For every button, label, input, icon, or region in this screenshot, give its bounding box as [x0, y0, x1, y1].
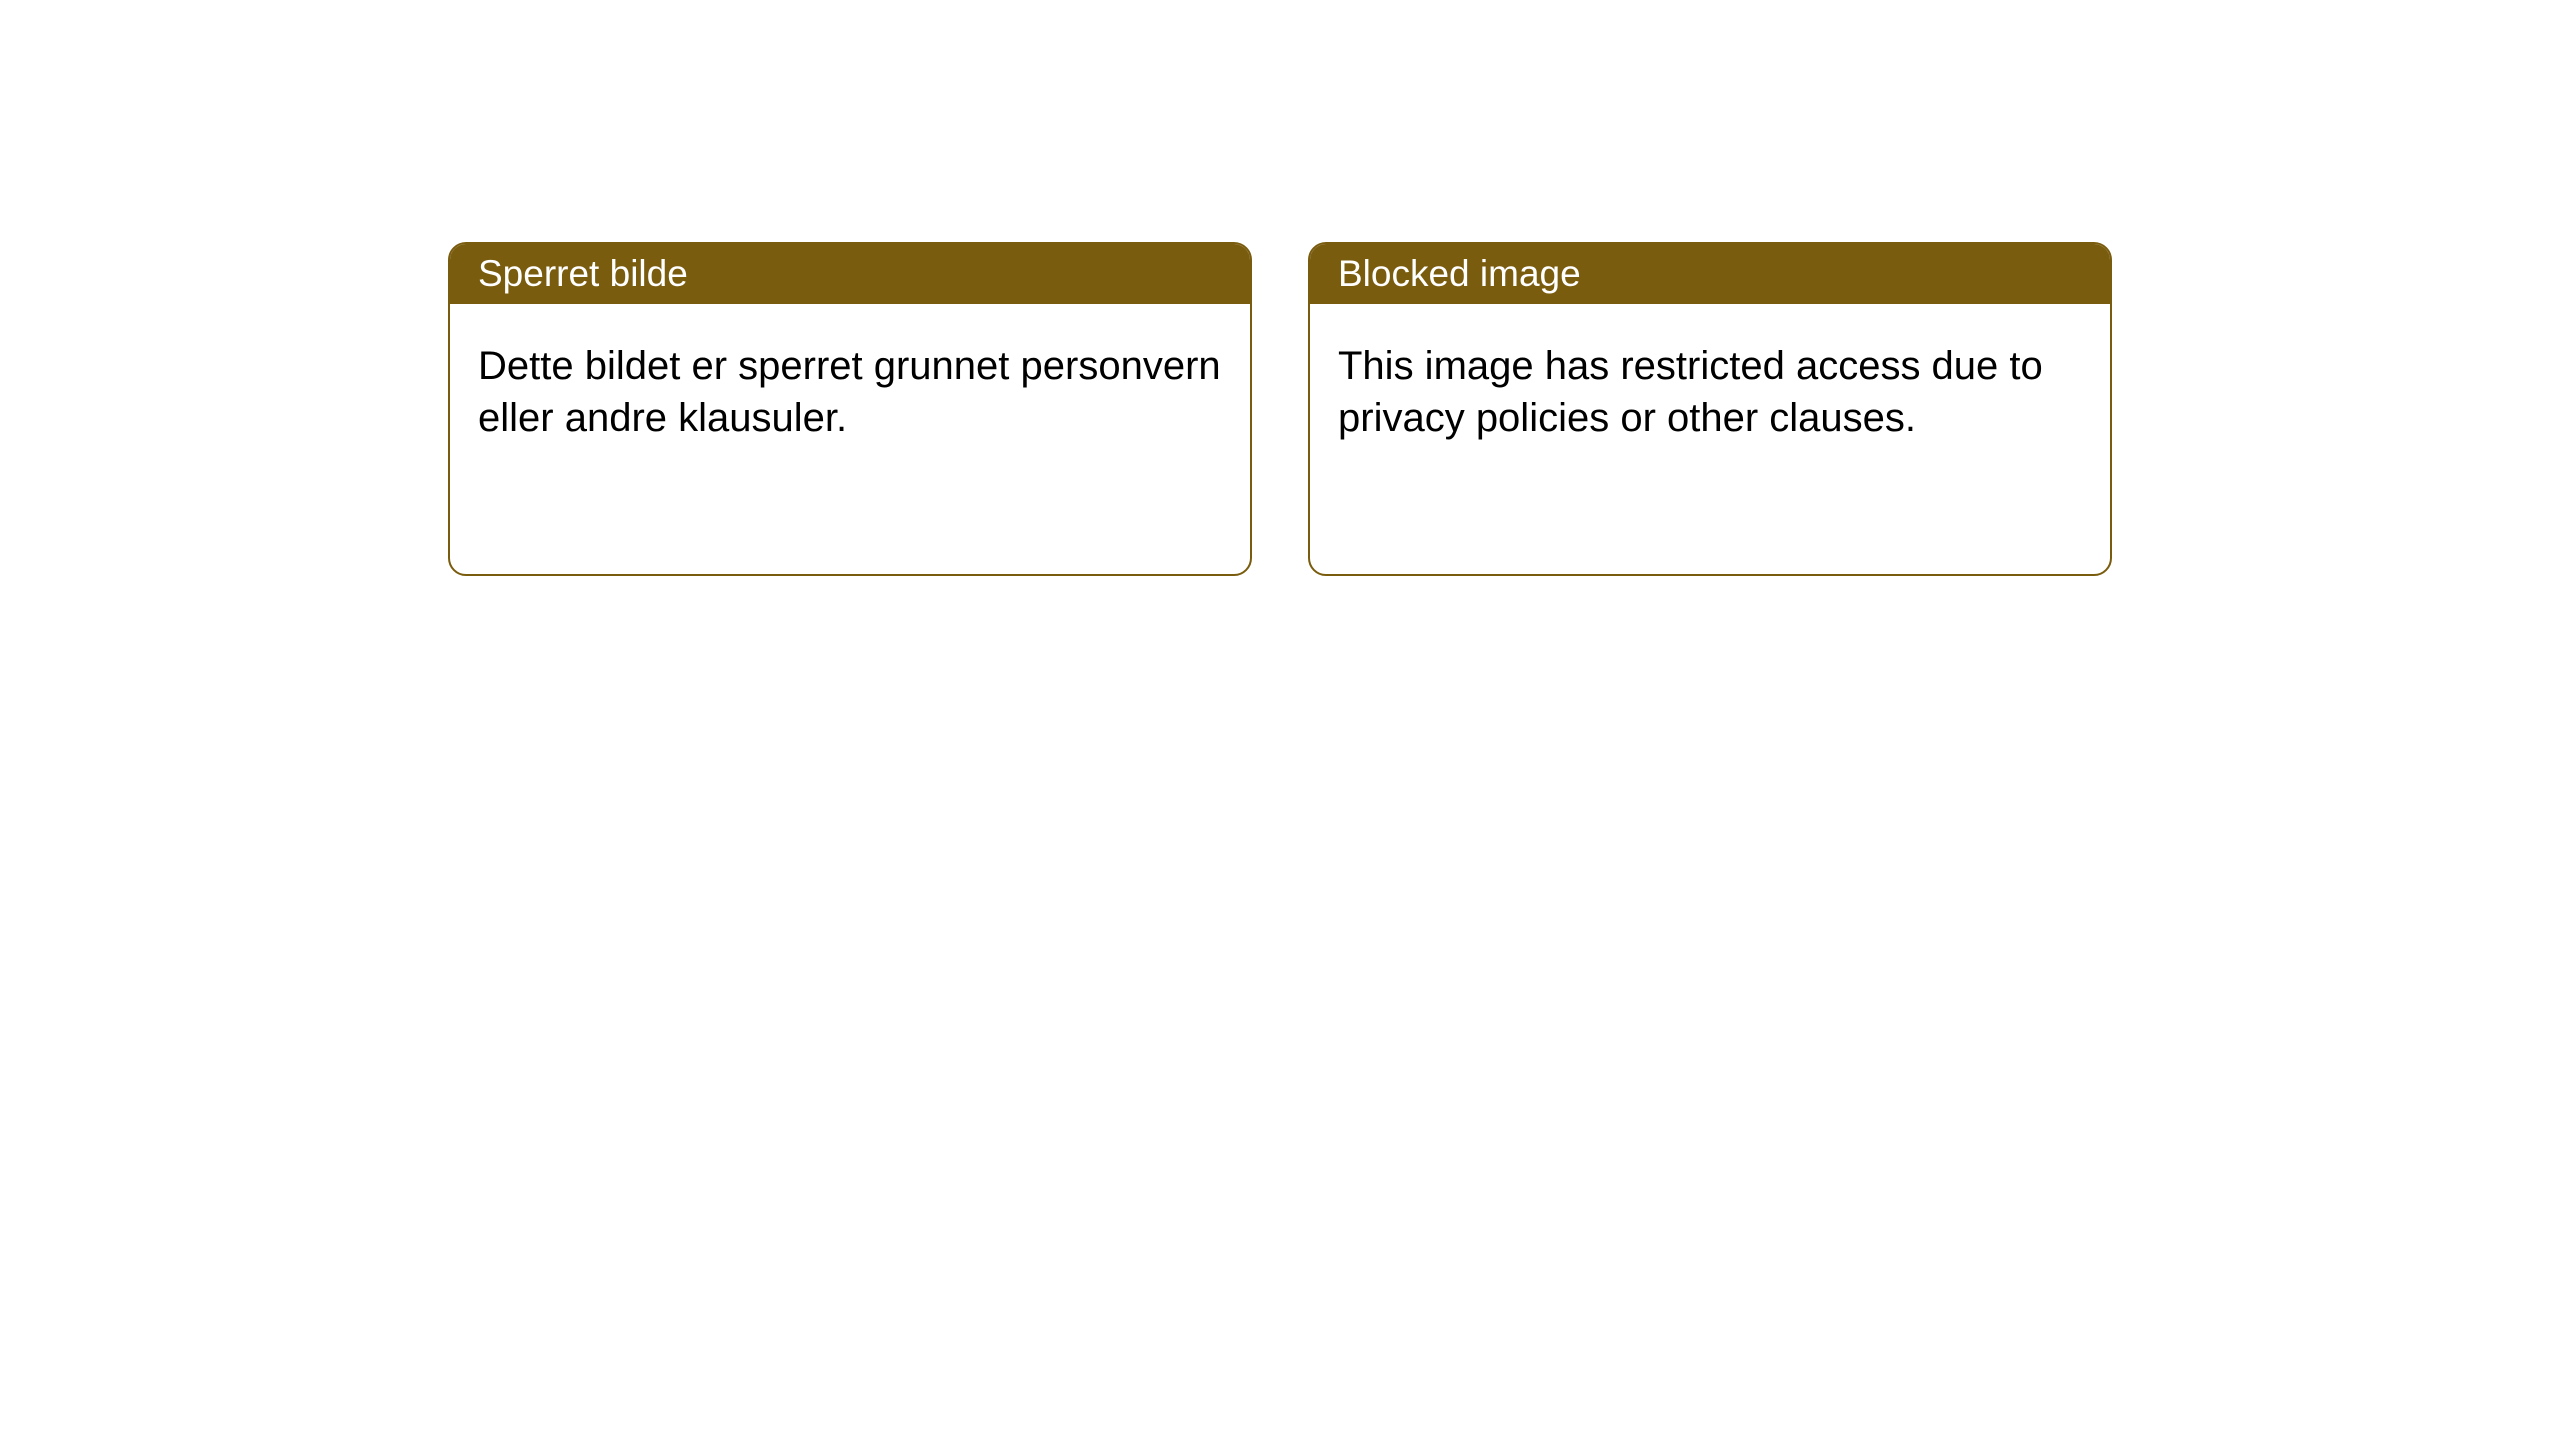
notice-card-norwegian: Sperret bilde Dette bildet er sperret gr… — [448, 242, 1252, 576]
notice-card-english: Blocked image This image has restricted … — [1308, 242, 2112, 576]
notice-body: This image has restricted access due to … — [1310, 304, 2110, 480]
notice-body: Dette bildet er sperret grunnet personve… — [450, 304, 1250, 480]
notice-title: Blocked image — [1310, 244, 2110, 304]
notice-title: Sperret bilde — [450, 244, 1250, 304]
notice-container: Sperret bilde Dette bildet er sperret gr… — [0, 0, 2560, 576]
